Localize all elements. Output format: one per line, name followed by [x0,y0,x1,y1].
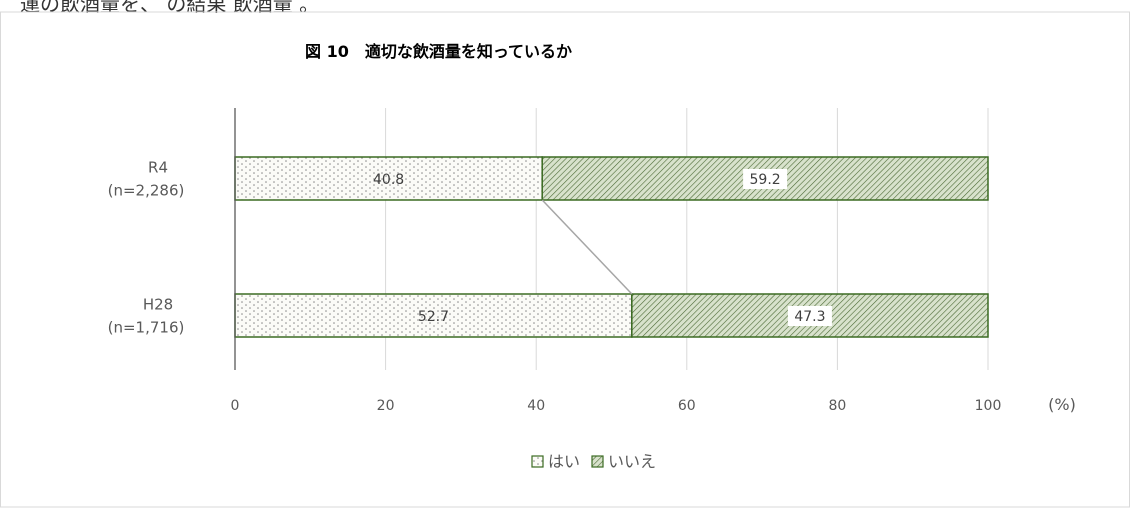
data-label-H28-はい: 52.7 [418,309,449,325]
x-tick-label-40: 40 [527,398,545,414]
chart-border [0,11,1130,508]
x-tick-label-0: 0 [231,398,240,414]
bars-layer: 40.8 59.2 52.7 47.3 [234,156,989,338]
x-tick-label-20: 20 [377,398,395,414]
series-connector-line [541,199,633,295]
category-label-R4: R4 [148,159,168,177]
x-unit-label: (%) [1048,395,1076,414]
legend: はい いいえ [531,452,656,471]
legend-label-いいえ: いいえ [608,452,656,471]
legend-label-はい: はい [548,452,580,471]
x-tick-label-80: 80 [828,398,846,414]
category-label-H28: H28 [143,296,173,314]
data-label-R4-いいえ: 59.2 [750,172,781,188]
data-label-bg-R4-いいえ [743,169,788,189]
category-sublabel-R4: (n=2,286) [108,182,185,200]
data-label-H28-いいえ: 47.3 [794,309,825,325]
data-label-bg-H28-いいえ [787,306,832,326]
x-tick-label-100: 100 [975,398,1002,414]
legend-swatch-いいえ [591,455,604,468]
data-label-R4-はい: 40.8 [373,172,404,188]
category-sublabel-H28: (n=1,716) [108,319,185,337]
x-tick-label-60: 60 [678,398,696,414]
axis-layer: 0 20 40 60 80 100 (%) R4 (n=2,286) H28 (n=1,716) [108,108,1076,414]
chart-title: 図 10 適切な飲酒量を知っているか [305,42,573,61]
legend-swatch-はい [531,455,544,468]
